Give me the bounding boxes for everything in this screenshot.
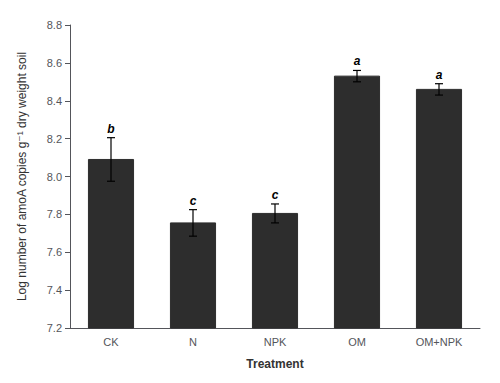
svg-text:8.6: 8.6 <box>47 57 62 69</box>
svg-text:8.8: 8.8 <box>47 19 62 31</box>
svg-text:c: c <box>272 188 279 202</box>
svg-text:8.4: 8.4 <box>47 95 62 107</box>
svg-text:N: N <box>189 336 197 348</box>
svg-text:8.0: 8.0 <box>47 171 62 183</box>
svg-text:CK: CK <box>103 336 119 348</box>
svg-text:7.4: 7.4 <box>47 284 62 296</box>
svg-text:c: c <box>190 194 197 208</box>
svg-text:a: a <box>354 54 361 68</box>
svg-text:7.8: 7.8 <box>47 208 62 220</box>
svg-text:Log number of amoA copies g⁻¹: Log number of amoA copies g⁻¹ dry weight… <box>15 52 29 301</box>
svg-text:7.2: 7.2 <box>47 322 62 334</box>
svg-text:OM+NPK: OM+NPK <box>416 336 463 348</box>
svg-text:7.6: 7.6 <box>47 246 62 258</box>
svg-text:a: a <box>436 68 443 82</box>
svg-text:8.2: 8.2 <box>47 133 62 145</box>
svg-text:OM: OM <box>348 336 366 348</box>
svg-text:Treatment: Treatment <box>246 357 303 371</box>
svg-text:b: b <box>107 122 114 136</box>
svg-text:NPK: NPK <box>264 336 287 348</box>
